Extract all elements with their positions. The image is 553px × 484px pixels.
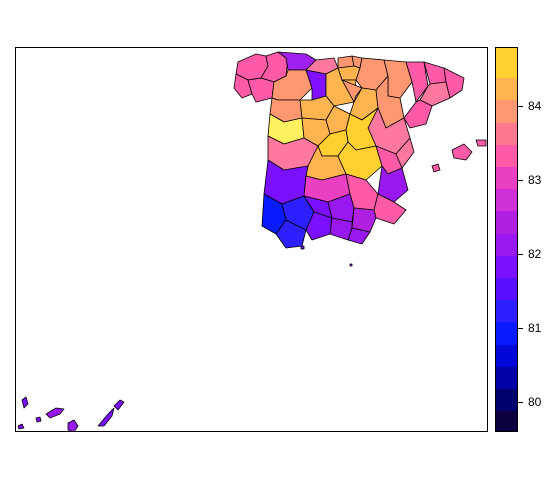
province-baleares-ibiza bbox=[431, 163, 441, 173]
province-pontevedra bbox=[233, 73, 253, 99]
province-tarragona bbox=[403, 99, 433, 129]
province-jaen bbox=[327, 193, 355, 223]
legend-tick bbox=[518, 106, 523, 108]
melilla bbox=[349, 263, 353, 267]
legend-swatch bbox=[496, 388, 517, 412]
canary-lanzarote bbox=[113, 399, 125, 411]
legend-tick bbox=[518, 254, 523, 256]
province-granada bbox=[329, 217, 353, 241]
canary-la-palma bbox=[21, 396, 29, 409]
legend-swatch bbox=[496, 144, 517, 167]
legend-swatch bbox=[496, 410, 517, 431]
spain-province-map bbox=[17, 51, 487, 431]
legend-swatch bbox=[496, 166, 517, 190]
legend-swatch bbox=[496, 188, 517, 212]
mainland-provinces bbox=[233, 51, 465, 249]
province-cadiz bbox=[275, 219, 307, 249]
legend-swatch bbox=[496, 366, 517, 390]
legend-swatch bbox=[496, 255, 517, 278]
legend-tick-label: 81 bbox=[528, 321, 542, 336]
balearic-islands bbox=[431, 139, 487, 173]
legend-tick-label: 84 bbox=[528, 99, 542, 114]
province-castellon bbox=[395, 137, 415, 169]
map-panel bbox=[15, 47, 488, 432]
province-la-rioja bbox=[341, 79, 363, 103]
canary-fuerteventura bbox=[97, 407, 115, 427]
legend-swatch bbox=[496, 233, 517, 256]
province-baleares-menorca bbox=[475, 139, 487, 147]
legend-tick-label: 83 bbox=[528, 173, 542, 188]
legend-tick bbox=[518, 180, 523, 182]
legend-swatch bbox=[496, 48, 517, 79]
legend-swatch bbox=[496, 77, 517, 101]
legend-swatch bbox=[496, 344, 517, 367]
legend-swatch bbox=[496, 210, 517, 234]
ceuta bbox=[300, 245, 305, 250]
legend-tick bbox=[518, 402, 523, 404]
legend-color-bar bbox=[495, 47, 518, 432]
province-almeria bbox=[347, 227, 371, 245]
canary-tenerife bbox=[45, 407, 65, 419]
legend-tick bbox=[518, 328, 523, 330]
legend-swatch bbox=[496, 321, 517, 345]
legend-swatch bbox=[496, 99, 517, 123]
canary-islands bbox=[17, 396, 125, 431]
canary-la-gomera bbox=[35, 416, 42, 423]
legend-swatch bbox=[496, 277, 517, 301]
province-baleares-mallorca bbox=[451, 143, 473, 161]
legend-tick-label: 80 bbox=[528, 395, 542, 410]
province-lleida-east bbox=[443, 67, 465, 99]
province-lleida bbox=[405, 61, 429, 103]
legend-swatch bbox=[496, 122, 517, 145]
canary-el-hierro bbox=[17, 423, 25, 430]
legend-swatch bbox=[496, 299, 517, 323]
legend-tick-label: 82 bbox=[528, 247, 542, 262]
canary-gran-canaria bbox=[67, 419, 79, 431]
province-ourense bbox=[247, 77, 275, 103]
